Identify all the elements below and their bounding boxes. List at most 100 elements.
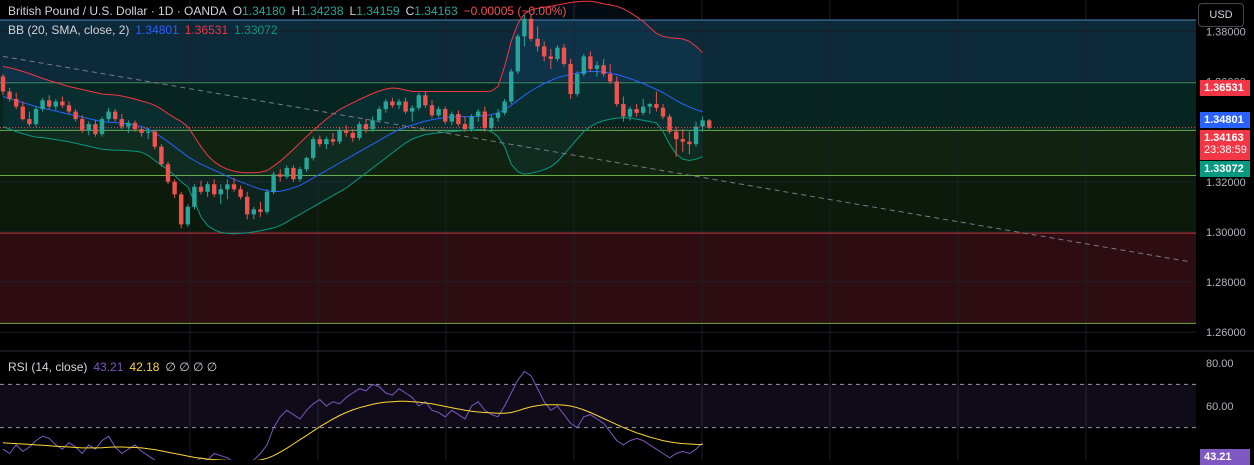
candle-41 bbox=[271, 171, 276, 195]
candle-104 bbox=[687, 131, 692, 155]
candle-body bbox=[436, 109, 441, 116]
candle-body bbox=[693, 126, 699, 145]
candle-body bbox=[73, 111, 78, 120]
candle-body bbox=[522, 18, 527, 37]
candle-76 bbox=[502, 99, 507, 116]
price-tick-4: 1.28000 bbox=[1206, 277, 1246, 289]
candle-1 bbox=[7, 87, 12, 102]
candle-body bbox=[515, 36, 520, 72]
grid bbox=[0, 0, 1196, 460]
rsi-title[interactable]: RSI (14, close) bbox=[8, 360, 88, 374]
candle-body bbox=[40, 100, 45, 110]
candle-body bbox=[47, 100, 52, 107]
candle-body bbox=[674, 131, 679, 140]
candle-4 bbox=[27, 111, 32, 127]
close-label: C bbox=[405, 4, 415, 18]
candle-23 bbox=[152, 130, 157, 150]
candle-28 bbox=[185, 204, 190, 227]
candle-body bbox=[548, 56, 553, 59]
candle-38 bbox=[251, 206, 256, 220]
candle-body bbox=[225, 184, 230, 190]
candle-body bbox=[264, 191, 270, 212]
bb-upper-line bbox=[2, 0, 703, 174]
rsi-value: 43.21 bbox=[93, 360, 124, 374]
candle-body bbox=[495, 112, 501, 118]
candle-95 bbox=[627, 106, 633, 121]
candle-36 bbox=[238, 185, 243, 200]
close-value: 1.34163 bbox=[414, 4, 458, 18]
price-pane[interactable] bbox=[0, 0, 1196, 460]
candle-body bbox=[66, 105, 72, 112]
candle-body bbox=[86, 124, 91, 131]
candle-body bbox=[357, 124, 362, 138]
candle-26 bbox=[172, 179, 177, 199]
candle-body bbox=[423, 95, 428, 106]
candle-32 bbox=[212, 179, 217, 197]
candle-39 bbox=[258, 201, 263, 217]
candle-56 bbox=[370, 116, 375, 132]
candle-body bbox=[185, 206, 190, 225]
candle-body bbox=[641, 106, 646, 113]
candle-body bbox=[482, 111, 487, 128]
candle-31 bbox=[205, 181, 210, 197]
candle-body bbox=[205, 184, 210, 192]
rsi-ma-line bbox=[2, 400, 703, 460]
bb-upper-price-tag: 1.36531 bbox=[1200, 80, 1250, 96]
candle-15 bbox=[99, 116, 105, 137]
candle-body bbox=[212, 184, 217, 195]
candle-body bbox=[370, 120, 375, 130]
candle-17 bbox=[113, 109, 118, 122]
candle-body bbox=[53, 101, 58, 107]
rsi-line bbox=[2, 370, 703, 460]
rsi-pane[interactable] bbox=[0, 370, 1196, 460]
high-label: H bbox=[291, 4, 301, 18]
price-axis[interactable]: 1.380001.360001.320001.300001.280001.260… bbox=[1206, 26, 1246, 339]
candle-18 bbox=[119, 114, 124, 130]
candle-body bbox=[660, 107, 666, 117]
candle-body bbox=[449, 114, 454, 122]
bb-upper-value: 1.36531 bbox=[184, 23, 229, 37]
currency-button[interactable]: USD bbox=[1198, 3, 1244, 27]
candle-body bbox=[667, 116, 672, 132]
candle-9 bbox=[60, 96, 65, 108]
candle-89 bbox=[588, 51, 593, 72]
candle-30 bbox=[198, 180, 204, 195]
candle-65 bbox=[429, 100, 435, 118]
candle-93 bbox=[614, 76, 619, 107]
candle-74 bbox=[489, 115, 494, 131]
zone-0 bbox=[0, 20, 1196, 83]
candle-body bbox=[568, 63, 573, 95]
candle-55 bbox=[363, 119, 369, 133]
candles bbox=[0, 13, 712, 229]
candle-66 bbox=[436, 106, 441, 118]
candle-body bbox=[258, 209, 263, 212]
candle-25 bbox=[165, 161, 171, 185]
candle-body bbox=[416, 95, 421, 108]
candle-21 bbox=[139, 126, 144, 137]
candle-14 bbox=[93, 120, 98, 137]
price-tick-3: 1.30000 bbox=[1206, 227, 1246, 239]
bb-lower-value: 1.33072 bbox=[234, 23, 278, 37]
candle-101 bbox=[667, 114, 672, 135]
candle-68 bbox=[449, 111, 454, 126]
candle-63 bbox=[416, 92, 421, 111]
candle-53 bbox=[350, 129, 355, 142]
candle-body bbox=[594, 65, 600, 69]
candle-11 bbox=[73, 109, 78, 122]
candle-8 bbox=[53, 99, 58, 111]
candle-52 bbox=[344, 125, 349, 137]
candle-46 bbox=[304, 156, 309, 172]
candle-103 bbox=[680, 129, 685, 152]
bb-title[interactable]: BB (20, SMA, close, 2) bbox=[8, 23, 130, 37]
candle-5 bbox=[33, 106, 39, 127]
candle-54 bbox=[357, 121, 362, 141]
candle-body bbox=[317, 139, 322, 145]
candle-body bbox=[231, 184, 237, 190]
candle-29 bbox=[192, 184, 197, 210]
candle-96 bbox=[634, 104, 639, 117]
candle-body bbox=[456, 114, 461, 125]
symbol-title[interactable]: British Pound / U.S. Dollar · 1D · OANDA bbox=[8, 4, 227, 18]
rsi-axis[interactable]: 80.00 60.00 bbox=[1206, 358, 1234, 413]
open-label: O bbox=[232, 4, 243, 18]
